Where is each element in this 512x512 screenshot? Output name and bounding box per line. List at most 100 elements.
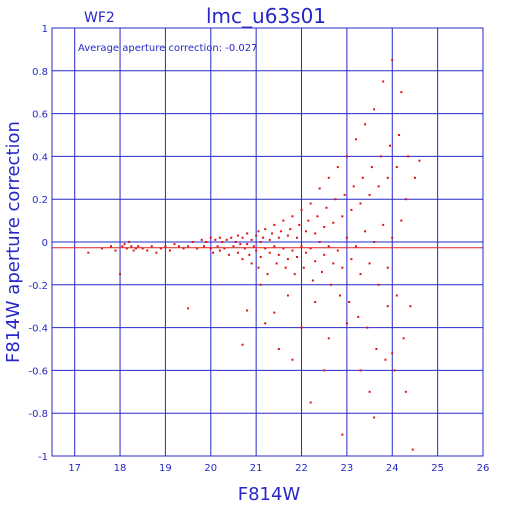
data-point bbox=[409, 305, 412, 308]
data-point bbox=[314, 300, 317, 303]
data-point bbox=[413, 176, 416, 179]
data-point bbox=[391, 352, 394, 355]
data-point bbox=[373, 416, 376, 419]
y-tick-label: 0.2 bbox=[32, 195, 48, 206]
data-point bbox=[273, 311, 276, 314]
data-point bbox=[309, 247, 312, 250]
data-point bbox=[264, 228, 267, 231]
data-point bbox=[225, 238, 228, 241]
data-point bbox=[291, 249, 294, 252]
data-point bbox=[393, 369, 396, 372]
data-point bbox=[227, 253, 230, 256]
data-point bbox=[395, 294, 398, 297]
data-point bbox=[379, 155, 382, 158]
data-point bbox=[123, 243, 126, 246]
data-point bbox=[343, 193, 346, 196]
data-point bbox=[250, 238, 253, 241]
y-tick-label: 0.8 bbox=[32, 67, 48, 78]
data-point bbox=[259, 241, 262, 243]
data-point bbox=[300, 208, 303, 211]
y-tick-label: -0.4 bbox=[28, 324, 48, 335]
data-point bbox=[87, 251, 90, 254]
data-point bbox=[246, 232, 249, 235]
x-tick-label: 17 bbox=[68, 463, 81, 474]
data-point bbox=[323, 369, 326, 372]
data-point bbox=[248, 253, 251, 256]
data-point bbox=[370, 166, 373, 169]
plot-frame bbox=[51, 27, 484, 457]
data-point bbox=[277, 348, 280, 350]
data-point bbox=[368, 193, 371, 196]
data-point bbox=[241, 258, 244, 261]
data-point bbox=[237, 251, 240, 254]
data-point bbox=[132, 249, 135, 252]
data-point bbox=[400, 91, 403, 94]
data-point bbox=[246, 309, 249, 312]
data-point bbox=[159, 247, 162, 250]
data-point bbox=[282, 247, 285, 250]
data-point bbox=[309, 401, 312, 404]
data-point bbox=[255, 249, 258, 252]
data-point bbox=[257, 230, 260, 233]
x-tick-label: 19 bbox=[159, 463, 172, 474]
data-point bbox=[345, 236, 348, 239]
data-point bbox=[300, 245, 303, 248]
data-point bbox=[377, 283, 380, 286]
data-point bbox=[266, 273, 269, 276]
data-point bbox=[191, 241, 194, 243]
data-point bbox=[230, 236, 233, 239]
data-point bbox=[209, 236, 212, 239]
x-axis-label: F814W bbox=[238, 484, 301, 505]
data-point bbox=[293, 273, 296, 276]
data-point bbox=[271, 232, 274, 235]
data-point bbox=[146, 249, 149, 252]
data-point bbox=[395, 166, 398, 169]
data-point bbox=[404, 390, 407, 393]
data-point bbox=[373, 108, 376, 111]
data-point bbox=[200, 238, 203, 241]
data-point bbox=[354, 138, 357, 141]
data-point bbox=[361, 176, 364, 179]
data-point bbox=[128, 241, 131, 243]
data-point bbox=[350, 208, 353, 211]
data-point bbox=[375, 348, 378, 350]
data-point bbox=[348, 300, 351, 303]
data-point bbox=[400, 219, 403, 222]
chart-subtitle: WF2 bbox=[84, 10, 115, 26]
data-point bbox=[318, 241, 321, 243]
data-point bbox=[250, 262, 253, 265]
data-point bbox=[178, 245, 181, 248]
data-point bbox=[364, 123, 367, 126]
y-tick-label: 0.6 bbox=[32, 110, 48, 121]
data-point bbox=[327, 176, 330, 179]
data-point bbox=[373, 241, 376, 243]
data-point bbox=[305, 230, 308, 233]
data-point bbox=[418, 159, 421, 162]
data-point bbox=[341, 215, 344, 218]
data-point bbox=[223, 247, 226, 250]
data-point bbox=[286, 258, 289, 261]
data-point bbox=[239, 243, 242, 246]
data-point bbox=[336, 166, 339, 169]
x-tick-label: 21 bbox=[250, 463, 263, 474]
data-point bbox=[212, 251, 215, 254]
data-point bbox=[187, 307, 190, 310]
data-point bbox=[125, 247, 128, 250]
data-point bbox=[350, 258, 353, 261]
data-point bbox=[291, 358, 294, 361]
data-point bbox=[273, 245, 276, 248]
data-point bbox=[130, 245, 133, 248]
data-point bbox=[382, 223, 385, 226]
data-point bbox=[221, 241, 224, 243]
data-point bbox=[234, 241, 237, 243]
data-point bbox=[327, 245, 330, 248]
data-point bbox=[377, 185, 380, 188]
data-point bbox=[252, 245, 255, 248]
data-point bbox=[259, 283, 262, 286]
data-point bbox=[391, 236, 394, 239]
y-axis-ticks: -1 -0.8 -0.6 -0.4 -0.2 0 0.2 0.4 0.6 0.8 1 bbox=[28, 24, 48, 463]
data-point bbox=[398, 134, 401, 136]
data-point bbox=[314, 232, 317, 235]
data-point bbox=[100, 247, 103, 250]
data-point bbox=[237, 234, 240, 237]
